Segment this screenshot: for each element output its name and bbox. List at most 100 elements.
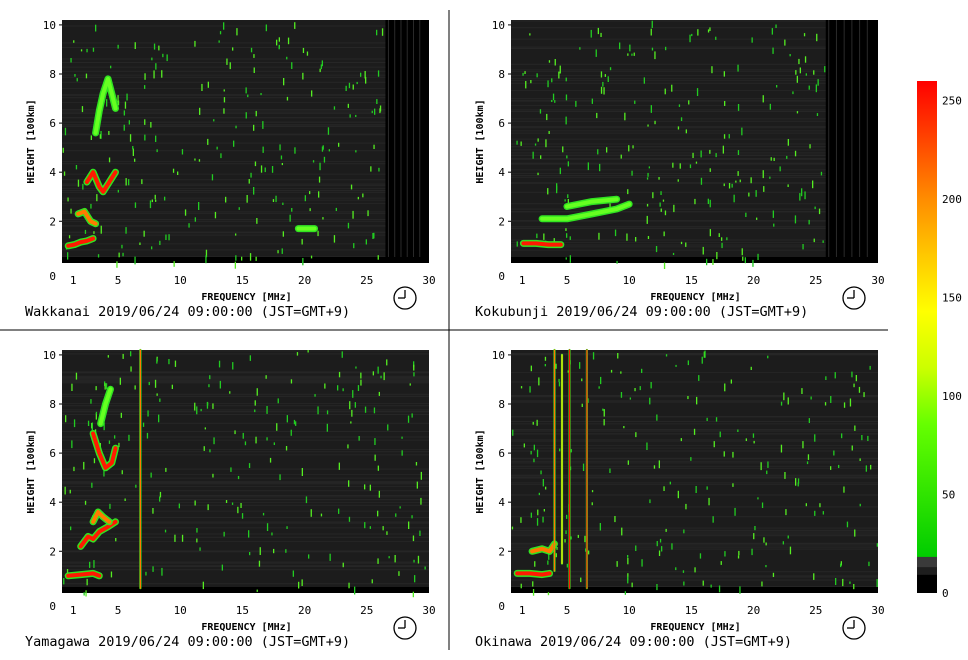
noise-speck [256, 589, 258, 592]
noise-band [62, 481, 429, 483]
noise-speck [419, 530, 421, 536]
noise-band [511, 579, 878, 581]
noise-speck [599, 163, 601, 172]
noise-band [511, 585, 878, 587]
noise-band [62, 150, 429, 152]
noise-band [62, 414, 429, 415]
noise-speck [149, 200, 152, 209]
noise-speck [604, 74, 606, 77]
noise-speck [123, 110, 125, 116]
colorbar-tick-label: 150 [942, 292, 962, 305]
noise-speck [748, 192, 750, 197]
x-axis-label: FREQUENCY [MHz] [201, 622, 291, 633]
noise-band [62, 495, 429, 496]
y-tick-label: 10 [43, 349, 56, 362]
noise-speck [734, 507, 736, 516]
noise-speck [351, 409, 353, 417]
noise-speck [824, 402, 827, 406]
noise-band [511, 63, 878, 65]
noise-speck [64, 127, 67, 136]
noise-speck [659, 538, 662, 543]
noise-speck [529, 33, 531, 36]
noise-speck [242, 432, 244, 439]
noise-speck [639, 386, 641, 391]
noise-speck [414, 575, 416, 583]
noise-speck [123, 124, 125, 131]
noise-speck [520, 141, 522, 146]
noise-speck [273, 442, 275, 445]
noise-speck [286, 526, 288, 529]
noise-speck [539, 109, 542, 114]
noise-speck [269, 457, 272, 463]
noise-speck [275, 195, 277, 203]
noise-speck [741, 248, 743, 256]
noise-speck [381, 28, 384, 36]
noise-speck [382, 526, 384, 531]
noise-speck [253, 54, 255, 58]
noise-speck [789, 54, 791, 57]
noise-speck [360, 72, 362, 77]
y-axis-label: HEIGHT [100km] [475, 429, 486, 513]
noise-band [62, 483, 429, 485]
noise-speck [799, 67, 801, 74]
noise-speck [229, 62, 231, 70]
noise-band [511, 353, 878, 355]
noise-speck [631, 170, 633, 176]
noise-speck [413, 372, 415, 377]
noise-speck [196, 538, 198, 543]
noise-speck [803, 33, 806, 37]
noise-speck [680, 438, 682, 442]
noise-speck [301, 579, 303, 586]
noise-speck [685, 129, 687, 134]
noise-speck [544, 364, 546, 367]
noise-band [511, 535, 878, 537]
noise-speck [634, 388, 636, 392]
ground-strip [62, 257, 429, 263]
noise-speck [628, 145, 630, 152]
noise-speck [685, 242, 687, 247]
noise-speck [696, 88, 699, 96]
noise-speck [165, 234, 167, 240]
noise-speck [164, 529, 167, 533]
noise-speck [596, 112, 598, 119]
noise-speck [298, 581, 300, 589]
noise-speck [564, 199, 566, 202]
noise-speck [95, 413, 97, 420]
noise-speck [63, 171, 66, 176]
noise-speck [536, 419, 538, 426]
noise-speck [516, 241, 518, 247]
noise-speck [732, 483, 734, 487]
noise-speck [728, 183, 731, 189]
noise-speck [796, 111, 799, 114]
noise-speck [174, 534, 176, 542]
noise-speck [99, 134, 101, 139]
noise-speck [205, 249, 208, 258]
noise-band [511, 447, 878, 449]
noise-speck [870, 464, 872, 470]
noise-band [62, 112, 429, 114]
noise-speck [602, 408, 604, 411]
noise-speck [543, 509, 545, 512]
noise-speck [250, 172, 252, 178]
noise-speck [219, 31, 222, 35]
echo-trace-e [521, 241, 563, 247]
noise-speck [64, 486, 66, 495]
noise-speck [276, 39, 278, 46]
noise-speck [416, 481, 418, 489]
noise-speck [266, 406, 268, 414]
ground-strip [511, 257, 878, 263]
noise-band [62, 533, 429, 535]
noise-speck [308, 554, 310, 559]
noise-speck [349, 401, 351, 410]
noise-band [62, 448, 429, 450]
noise-speck [67, 252, 69, 260]
noise-speck [652, 192, 654, 199]
noise-speck [199, 107, 201, 115]
noise-speck [354, 402, 356, 408]
noise-speck [546, 113, 548, 121]
noise-speck [122, 353, 124, 359]
noise-speck [620, 392, 623, 398]
noise-band [511, 132, 878, 134]
noise-speck [805, 73, 807, 76]
noise-speck [600, 32, 602, 37]
